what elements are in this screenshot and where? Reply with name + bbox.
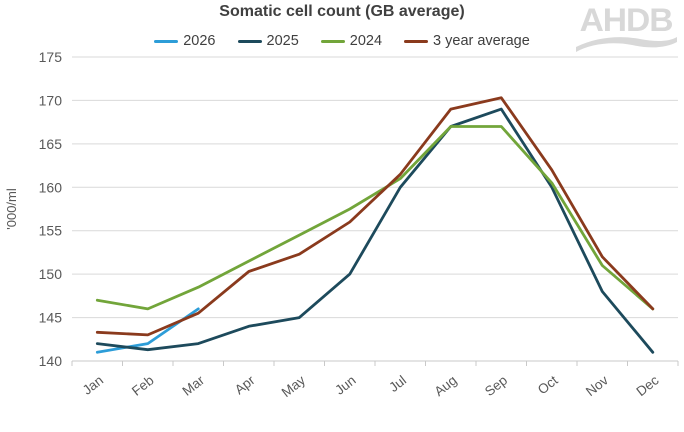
x-tick-label: Feb <box>129 373 157 399</box>
ahdb-logo: AHDB <box>574 4 678 52</box>
ahdb-logo-swoosh-icon <box>576 37 677 52</box>
x-tick-label: Jul <box>386 373 409 395</box>
x-tick-label: Sep <box>482 373 510 400</box>
x-tick-label: May <box>279 372 309 400</box>
y-tick-label: 140 <box>39 353 63 369</box>
legend-label: 2025 <box>266 33 299 49</box>
y-tick-label: 165 <box>39 136 63 152</box>
legend-line-swatch <box>154 39 179 43</box>
chart-legend: 2026 2025 2024 3 year average <box>0 33 684 49</box>
x-tick-label: Aug <box>431 373 459 400</box>
series-line-3-year-average <box>95 96 655 337</box>
legend-line-swatch <box>320 39 345 43</box>
series-line-2024 <box>95 125 655 311</box>
ahdb-logo-text: AHDB <box>579 2 674 38</box>
legend-item-2024: 2024 <box>320 33 383 49</box>
x-tick-label: Nov <box>583 372 611 399</box>
x-tick-label: Jun <box>332 373 358 398</box>
y-tick-label: 175 <box>39 49 63 65</box>
legend-label: 3 year average <box>433 33 530 49</box>
legend-line-swatch <box>237 39 262 43</box>
y-tick-label: 160 <box>39 179 63 195</box>
y-tick-label: 170 <box>39 92 63 108</box>
legend-item-3-year-average: 3 year average <box>404 33 530 49</box>
legend-item-2025: 2025 <box>237 33 299 49</box>
x-tick-label: Jan <box>80 373 106 398</box>
legend-label: 2024 <box>349 33 383 49</box>
x-tick-label: Mar <box>180 372 208 398</box>
chart-title: Somatic cell count (GB average) <box>219 3 465 20</box>
y-tick-label: 150 <box>39 266 63 282</box>
legend-label: 2026 <box>183 33 216 49</box>
legend-item-2026: 2026 <box>154 33 216 49</box>
y-tick-label: 155 <box>39 223 63 239</box>
series-line-2025 <box>95 107 655 354</box>
y-tick-label: 145 <box>39 310 63 326</box>
x-tick-label: Apr <box>232 372 258 397</box>
x-tick-label: Oct <box>535 372 561 397</box>
legend-line-swatch <box>404 39 429 43</box>
y-axis-label: '000/ml <box>4 188 19 230</box>
x-tick-label: Dec <box>633 372 661 399</box>
